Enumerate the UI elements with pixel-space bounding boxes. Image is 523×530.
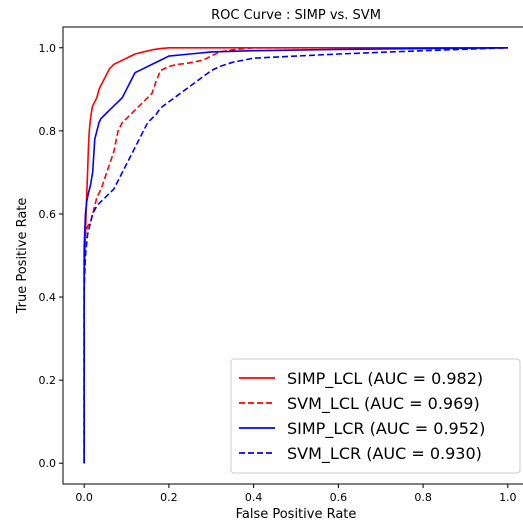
x-tick-label: 0.6	[330, 491, 348, 504]
x-tick-label: 0.8	[414, 491, 432, 504]
legend-label-2: SVM_LCL (AUC = 0.969)	[287, 394, 480, 414]
x-tick-label: 0.4	[245, 491, 263, 504]
y-tick-label: 0.2	[39, 374, 57, 387]
legend-label-1: SIMP_LCL (AUC = 0.982)	[287, 369, 483, 389]
x-tick-label: 0.2	[160, 491, 178, 504]
y-tick-label: 0.4	[39, 291, 57, 304]
x-tick-label: 1.0	[499, 491, 517, 504]
legend-label-3: SIMP_LCR (AUC = 0.952)	[287, 419, 485, 439]
chart-title: ROC Curve : SIMP vs. SVM	[211, 8, 381, 23]
y-tick-label: 0.0	[39, 457, 57, 470]
legend-label-4: SVM_LCR (AUC = 0.930)	[287, 444, 482, 464]
x-axis-label: False Positive Rate	[236, 507, 357, 522]
y-axis-label: True Positive Rate	[15, 198, 30, 315]
y-tick-label: 0.6	[39, 208, 57, 221]
y-tick-label: 1.0	[39, 42, 57, 55]
y-tick-label: 0.8	[39, 125, 57, 138]
x-tick-label: 0.0	[75, 491, 93, 504]
legend: SIMP_LCL (AUC = 0.982) SVM_LCL (AUC = 0.9…	[231, 359, 520, 473]
